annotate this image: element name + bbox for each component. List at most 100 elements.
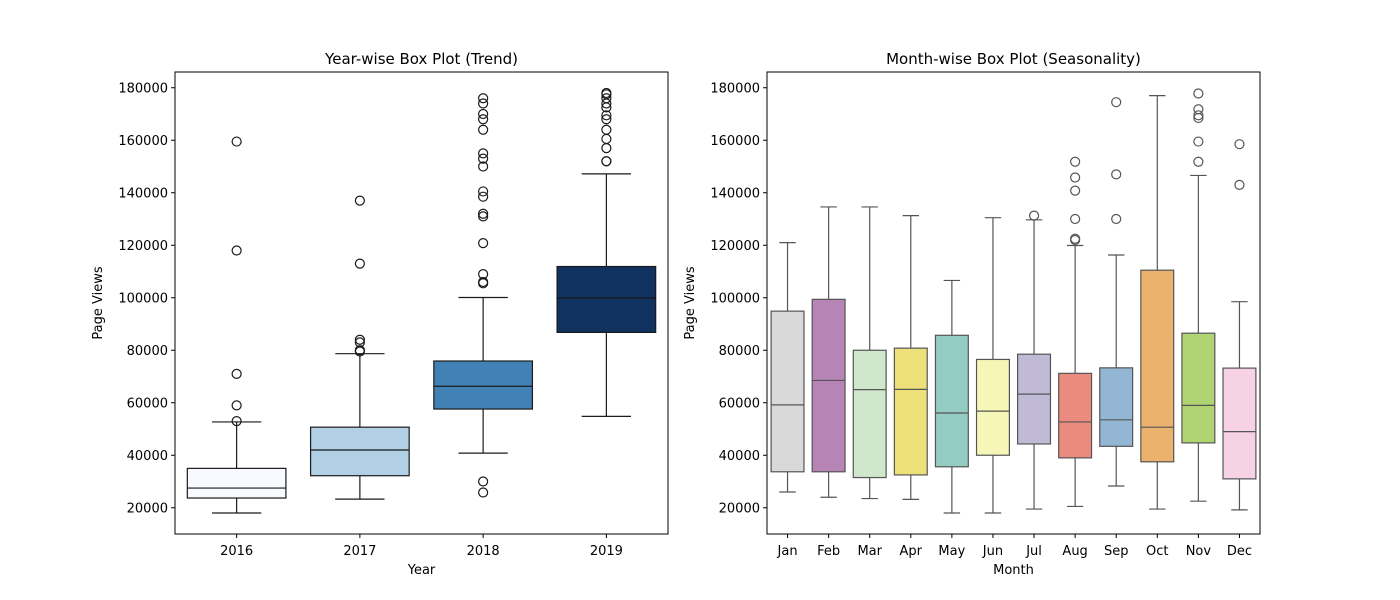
outlier-point (601, 133, 612, 145)
month-wise-boxplot: 20000 40000 60000 80000 100000 120000 140000 16… (683, 50, 1261, 578)
box-Aug (1058, 156, 1093, 508)
outlier-point (478, 208, 489, 219)
box-body (852, 349, 887, 479)
outlier-point (354, 334, 365, 345)
outlier-point (354, 195, 365, 206)
x-tick-label: Oct (1146, 544, 1168, 559)
box-Apr (893, 214, 928, 500)
outlier-point (478, 124, 489, 135)
outlier-point (354, 337, 365, 348)
outlier-point (1193, 88, 1204, 99)
outlier-point (478, 191, 489, 202)
outlier-point (231, 368, 242, 379)
outlier-point (478, 211, 489, 222)
box-Jul (1017, 210, 1052, 510)
x-tick-label: May (938, 544, 965, 559)
right-y-axis-label: Page Views (683, 266, 698, 339)
box-Jun (975, 217, 1010, 514)
right-y-ticks: 20000 40000 60000 80000 100000 120000 140000 16… (710, 81, 767, 516)
box-body (893, 347, 928, 476)
y-tick-label: 60000 (719, 396, 760, 411)
outlier-point (1193, 136, 1204, 147)
outlier-point (231, 136, 242, 147)
outlier-point (1111, 169, 1122, 180)
box-May (934, 279, 969, 514)
box-2016 (186, 136, 287, 514)
right-x-ticks: Jan Feb Mar Apr May Jun Jul Aug Sep Oct Nov Dec (777, 534, 1252, 559)
outlier-point (478, 93, 489, 104)
x-tick-label: Sep (1104, 544, 1129, 559)
outlier-point (478, 114, 489, 125)
outlier-point (1070, 233, 1081, 244)
box-body (934, 334, 969, 468)
left-y-axis-label: Page Views (91, 266, 106, 339)
box-body (1099, 367, 1134, 447)
x-tick-label: Mar (857, 544, 882, 559)
outlier-point (478, 108, 489, 120)
left-plot-marks (186, 87, 657, 514)
y-tick-label: 180000 (118, 81, 168, 96)
outlier-point (478, 476, 489, 487)
y-tick-label: 120000 (710, 239, 760, 254)
box-Jan (770, 242, 805, 493)
right-plot-marks (770, 88, 1257, 514)
outlier-point (231, 400, 242, 411)
y-tick-label: 40000 (127, 449, 168, 464)
outlier-point (601, 110, 612, 121)
box-2018 (433, 93, 534, 498)
outlier-point (478, 161, 489, 172)
right-chart-title: Month-wise Box Plot (Seasonality) (886, 50, 1141, 68)
box-body (1222, 367, 1257, 480)
outlier-point (601, 143, 612, 154)
outlier-point (1070, 156, 1081, 167)
outlier-point (478, 276, 489, 288)
x-tick-label: 2019 (590, 544, 623, 559)
outlier-point (478, 148, 489, 159)
left-y-ticks: 20000 40000 60000 80000 100000 120000 140000 16… (118, 81, 175, 516)
outlier-point (478, 269, 489, 280)
outlier-point (601, 156, 612, 167)
y-tick-label: 120000 (118, 239, 168, 254)
x-tick-label: Apr (900, 544, 923, 559)
outlier-point (1193, 156, 1204, 167)
y-tick-label: 100000 (118, 291, 168, 306)
box-Mar (852, 206, 887, 500)
box-2017 (309, 195, 410, 500)
x-tick-label: Nov (1186, 544, 1212, 559)
box-body (186, 467, 287, 499)
box-2019 (556, 87, 657, 417)
box-Sep (1099, 97, 1134, 487)
box-body (433, 360, 534, 410)
outlier-point (478, 238, 489, 249)
x-tick-label: Dec (1227, 544, 1252, 559)
outlier-point (354, 345, 365, 356)
box-body (975, 358, 1010, 456)
outlier-point (231, 245, 242, 256)
outlier-point (1070, 213, 1081, 225)
x-tick-label: Jun (982, 544, 1003, 559)
y-tick-label: 80000 (127, 344, 168, 359)
outlier-point (601, 114, 612, 125)
outlier-point (1111, 213, 1122, 225)
outlier-point (1070, 172, 1081, 183)
x-tick-label: Jul (1025, 544, 1042, 559)
box-body (1017, 353, 1052, 445)
left-chart-title: Year-wise Box Plot (Trend) (324, 50, 518, 68)
outlier-point (1234, 139, 1245, 150)
box-Dec (1222, 139, 1257, 511)
outlier-point (478, 153, 489, 164)
box-body (1140, 269, 1175, 463)
box-Nov (1181, 88, 1216, 502)
right-plot-frame (766, 71, 1261, 535)
y-tick-label: 140000 (118, 186, 168, 201)
box-body (770, 310, 805, 473)
y-tick-label: 40000 (719, 449, 760, 464)
outlier-point (478, 487, 489, 498)
box-body (1181, 332, 1216, 444)
year-wise-boxplot: 20000 40000 60000 80000 100000 120000 140000 16… (91, 50, 669, 578)
box-body (556, 265, 657, 334)
outlier-point (231, 416, 242, 427)
x-tick-label: Aug (1062, 544, 1087, 559)
x-tick-label: 2017 (343, 544, 376, 559)
